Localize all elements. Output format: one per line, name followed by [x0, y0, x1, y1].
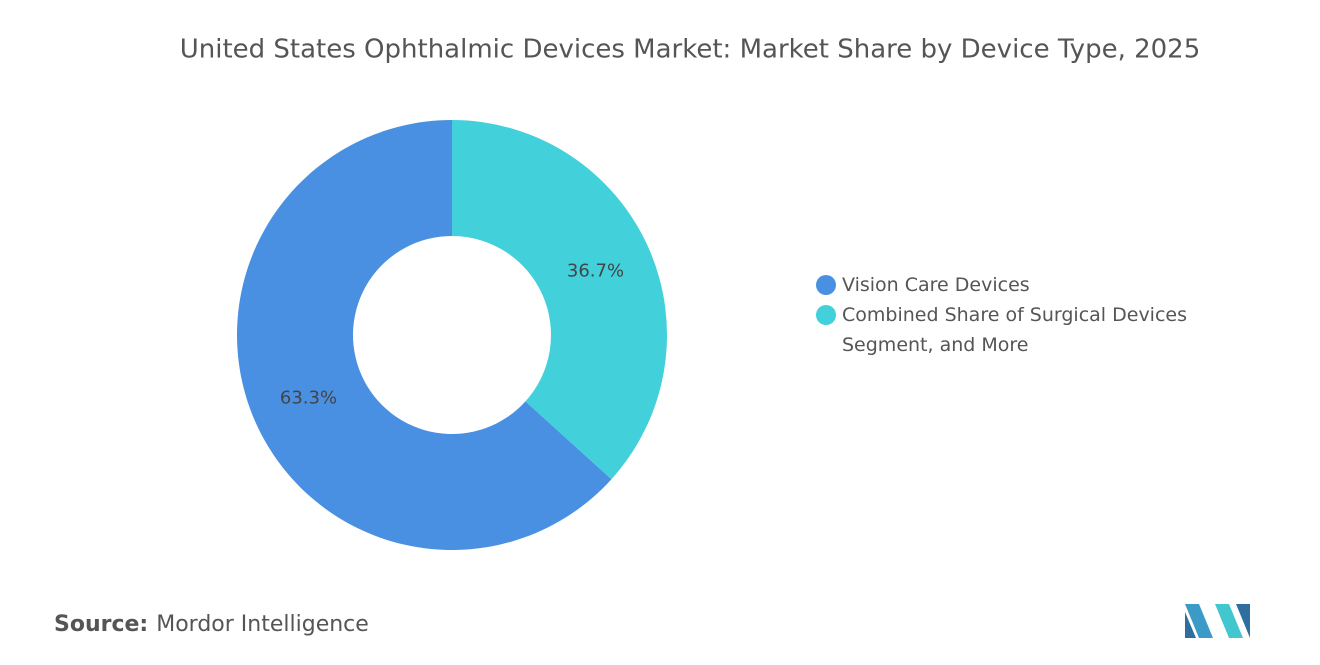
source-label: Source:: [54, 612, 149, 637]
logo: [1185, 604, 1250, 638]
slice: [236, 120, 612, 550]
chart-title: United States Ophthalmic Devices Market:…: [180, 35, 1201, 65]
legend-item: Combined Share of Surgical Devices Segme…: [812, 300, 1212, 360]
slice: [452, 120, 667, 480]
legend-label: Combined Share of Surgical Devices Segme…: [842, 304, 1187, 356]
legend-item: Vision Care Devices: [812, 270, 1212, 300]
data-label: 63.3%: [280, 388, 337, 409]
data-label: 36.7%: [567, 260, 624, 281]
legend-swatch: [816, 305, 836, 325]
legend-swatch: [816, 275, 836, 295]
source-text: Mordor Intelligence: [156, 612, 369, 637]
source: Source: Mordor Intelligence: [54, 612, 369, 637]
legend-label: Vision Care Devices: [842, 274, 1030, 296]
legend: Vision Care Devices Combined Share of Sur…: [812, 270, 1212, 360]
